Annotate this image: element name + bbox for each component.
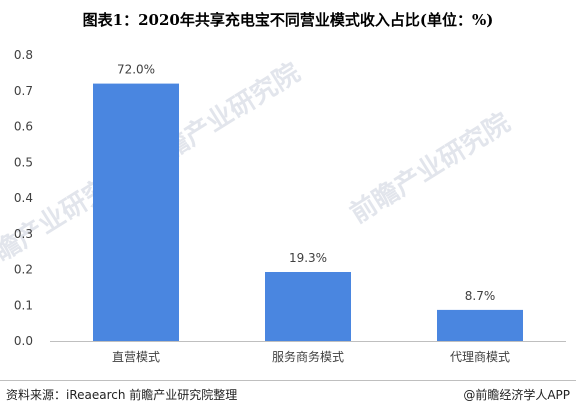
source-note: 资料来源：iReaearch 前瞻产业研究院整理: [6, 388, 238, 402]
x-tick-label: 代理商模式: [450, 349, 510, 364]
y-tick-label: 0.8: [14, 48, 33, 62]
y-tick-label: 0.1: [14, 298, 33, 312]
chart-title: 图表1：2020年共享充电宝不同营业模式收入占比(单位：%): [82, 11, 494, 29]
bar-chart: 0.0 0.1 0.2 0.3 0.4 0.5 0.6 0.7 0.8 72.0% 直营模式 19.3…: [14, 48, 566, 364]
data-label: 72.0%: [117, 63, 155, 77]
footer-divider: [0, 380, 576, 381]
data-label: 8.7%: [465, 289, 496, 303]
y-tick-label: 0.6: [14, 120, 33, 134]
x-tick-label: 服务商务模式: [272, 349, 344, 364]
bar: [93, 83, 179, 341]
bar: [437, 309, 523, 341]
y-tick-label: 0.0: [14, 334, 33, 348]
bar: [265, 272, 351, 341]
y-tick-label: 0.7: [14, 84, 33, 98]
brand-label: @前瞻经济学人APP: [463, 388, 570, 402]
y-tick-label: 0.4: [14, 191, 33, 205]
y-tick-label: 0.2: [14, 263, 33, 277]
x-tick-label: 直营模式: [112, 350, 160, 364]
y-tick-label: 0.5: [14, 155, 33, 169]
data-label: 19.3%: [289, 251, 327, 265]
y-tick-label: 0.3: [14, 227, 33, 241]
